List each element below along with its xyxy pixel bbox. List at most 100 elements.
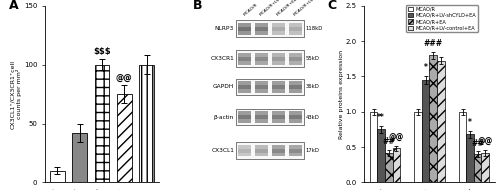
- Bar: [289, 31, 302, 35]
- Bar: [72, 133, 87, 182]
- Bar: [289, 119, 302, 123]
- Bar: [238, 31, 251, 35]
- Bar: [272, 85, 285, 89]
- Bar: [378, 129, 385, 182]
- Text: MCAO/R: MCAO/R: [242, 2, 258, 17]
- Text: **: **: [378, 113, 385, 122]
- Bar: [289, 149, 302, 153]
- Y-axis label: CX3CL1⁺/CX3CR1⁺cell
counts per mm²: CX3CL1⁺/CX3CR1⁺cell counts per mm²: [10, 59, 22, 129]
- Text: β-actin: β-actin: [214, 115, 234, 120]
- Bar: [370, 112, 378, 182]
- Bar: [272, 115, 285, 119]
- Bar: [236, 109, 304, 125]
- Bar: [272, 145, 285, 149]
- Bar: [238, 53, 251, 57]
- Y-axis label: Relative proteins expression: Relative proteins expression: [338, 49, 344, 139]
- Bar: [272, 23, 285, 27]
- Text: @@: @@: [116, 74, 132, 83]
- Bar: [392, 148, 400, 182]
- Text: MCAO/R+LV-control+EA: MCAO/R+LV-control+EA: [292, 0, 335, 17]
- Bar: [238, 61, 251, 65]
- Bar: [272, 61, 285, 65]
- Bar: [238, 145, 251, 149]
- Text: @@: @@: [478, 137, 493, 146]
- Bar: [255, 153, 268, 157]
- Bar: [289, 111, 302, 115]
- Bar: [289, 23, 302, 27]
- Bar: [272, 27, 285, 31]
- Bar: [289, 85, 302, 89]
- Bar: [238, 115, 251, 119]
- Bar: [255, 149, 268, 153]
- Bar: [422, 80, 430, 182]
- Text: MCAO/R+EA: MCAO/R+EA: [276, 0, 299, 17]
- Bar: [238, 23, 251, 27]
- Bar: [255, 27, 268, 31]
- Text: C: C: [327, 0, 336, 12]
- Bar: [255, 23, 268, 27]
- Text: @@: @@: [388, 133, 404, 142]
- Bar: [238, 149, 251, 153]
- Text: *: *: [468, 118, 472, 127]
- Text: NLRP3: NLRP3: [215, 26, 234, 31]
- Bar: [430, 55, 437, 182]
- Text: 17kD: 17kD: [306, 148, 320, 153]
- Text: 43kD: 43kD: [306, 115, 320, 120]
- Bar: [238, 57, 251, 61]
- Bar: [272, 89, 285, 93]
- Bar: [414, 112, 422, 182]
- Bar: [459, 112, 466, 182]
- Bar: [289, 153, 302, 157]
- Bar: [255, 57, 268, 61]
- Bar: [255, 115, 268, 119]
- Text: A: A: [8, 0, 18, 12]
- Text: *: *: [424, 63, 428, 72]
- Bar: [255, 31, 268, 35]
- Text: GAPDH: GAPDH: [213, 85, 234, 89]
- Bar: [117, 94, 132, 182]
- Bar: [255, 61, 268, 65]
- Text: CX3CL1: CX3CL1: [211, 148, 234, 153]
- Bar: [289, 89, 302, 93]
- Bar: [482, 153, 489, 182]
- Bar: [236, 20, 304, 37]
- Text: ###: ###: [424, 39, 443, 48]
- Text: $$$: $$$: [93, 47, 111, 56]
- Bar: [272, 57, 285, 61]
- Bar: [238, 81, 251, 85]
- Bar: [272, 119, 285, 123]
- Bar: [289, 57, 302, 61]
- Text: CX3CR1: CX3CR1: [210, 56, 234, 61]
- Text: 55kD: 55kD: [306, 56, 320, 61]
- Bar: [272, 111, 285, 115]
- Bar: [272, 153, 285, 157]
- Bar: [236, 142, 304, 159]
- Bar: [289, 115, 302, 119]
- Text: ##: ##: [382, 137, 395, 146]
- Text: ##: ##: [472, 139, 484, 148]
- Bar: [255, 89, 268, 93]
- Bar: [255, 119, 268, 123]
- Bar: [474, 154, 482, 182]
- Bar: [272, 53, 285, 57]
- Bar: [140, 65, 154, 182]
- Bar: [238, 153, 251, 157]
- Bar: [50, 171, 64, 182]
- Bar: [255, 81, 268, 85]
- Legend: MCAO/R, MCAO/R+LV-shCYLD+EA, MCAO/R+EA, MCAO/R+LV-control+EA: MCAO/R, MCAO/R+LV-shCYLD+EA, MCAO/R+EA, …: [406, 5, 478, 32]
- Bar: [385, 153, 392, 182]
- Bar: [255, 111, 268, 115]
- Bar: [94, 65, 109, 182]
- Bar: [466, 134, 474, 182]
- Bar: [289, 61, 302, 65]
- Bar: [236, 79, 304, 95]
- Bar: [255, 53, 268, 57]
- Bar: [238, 89, 251, 93]
- Bar: [289, 81, 302, 85]
- Text: 118kD: 118kD: [306, 26, 323, 31]
- Bar: [272, 149, 285, 153]
- Bar: [238, 27, 251, 31]
- Bar: [289, 27, 302, 31]
- Bar: [238, 111, 251, 115]
- Bar: [255, 145, 268, 149]
